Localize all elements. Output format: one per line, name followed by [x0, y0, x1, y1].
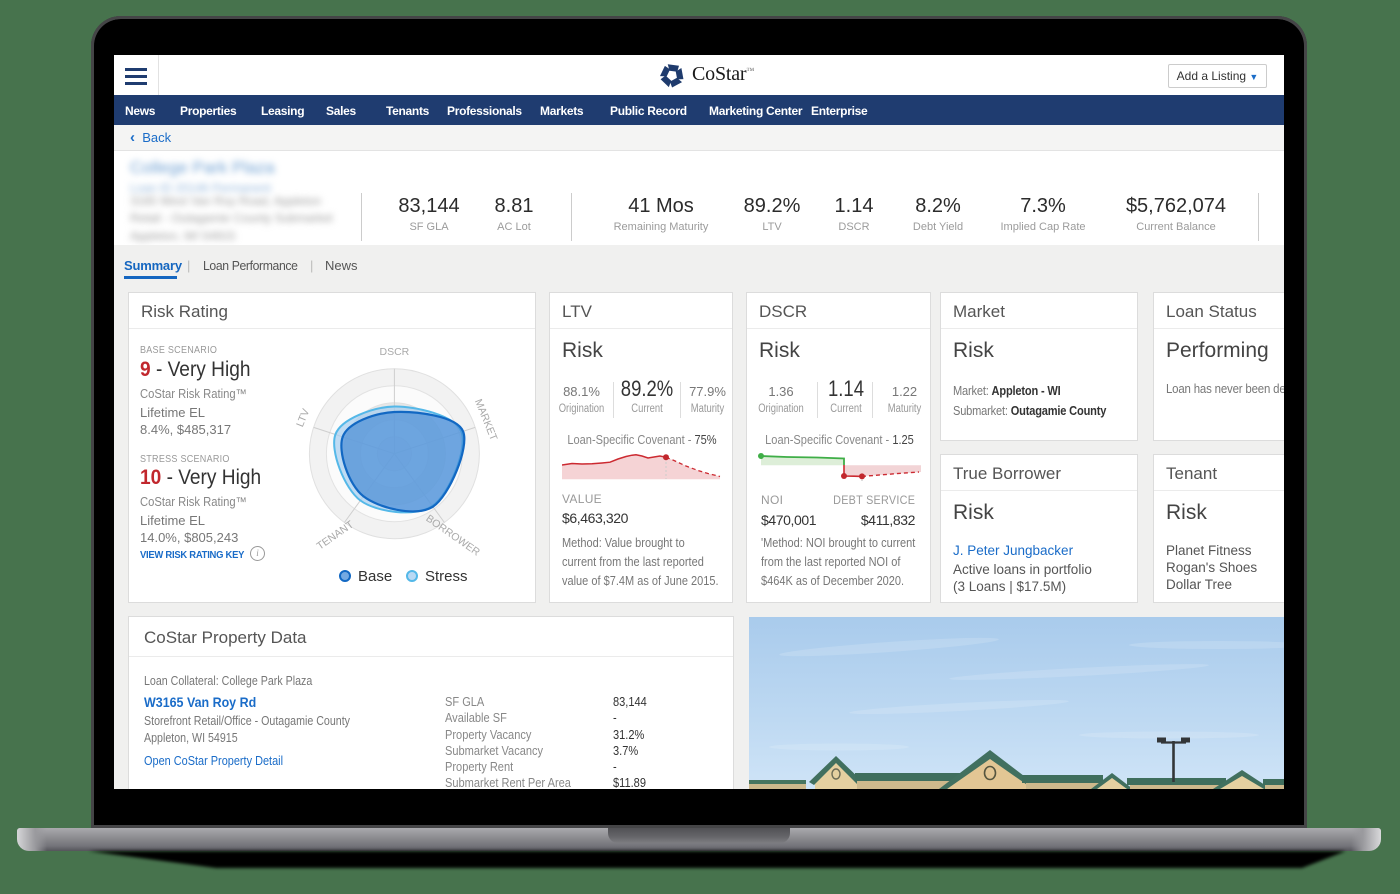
svg-text:TENANT: TENANT: [315, 518, 357, 552]
svg-text:DSCR: DSCR: [380, 346, 410, 358]
svg-text:BORROWER: BORROWER: [423, 513, 482, 559]
svg-text:LTV: LTV: [294, 407, 312, 429]
